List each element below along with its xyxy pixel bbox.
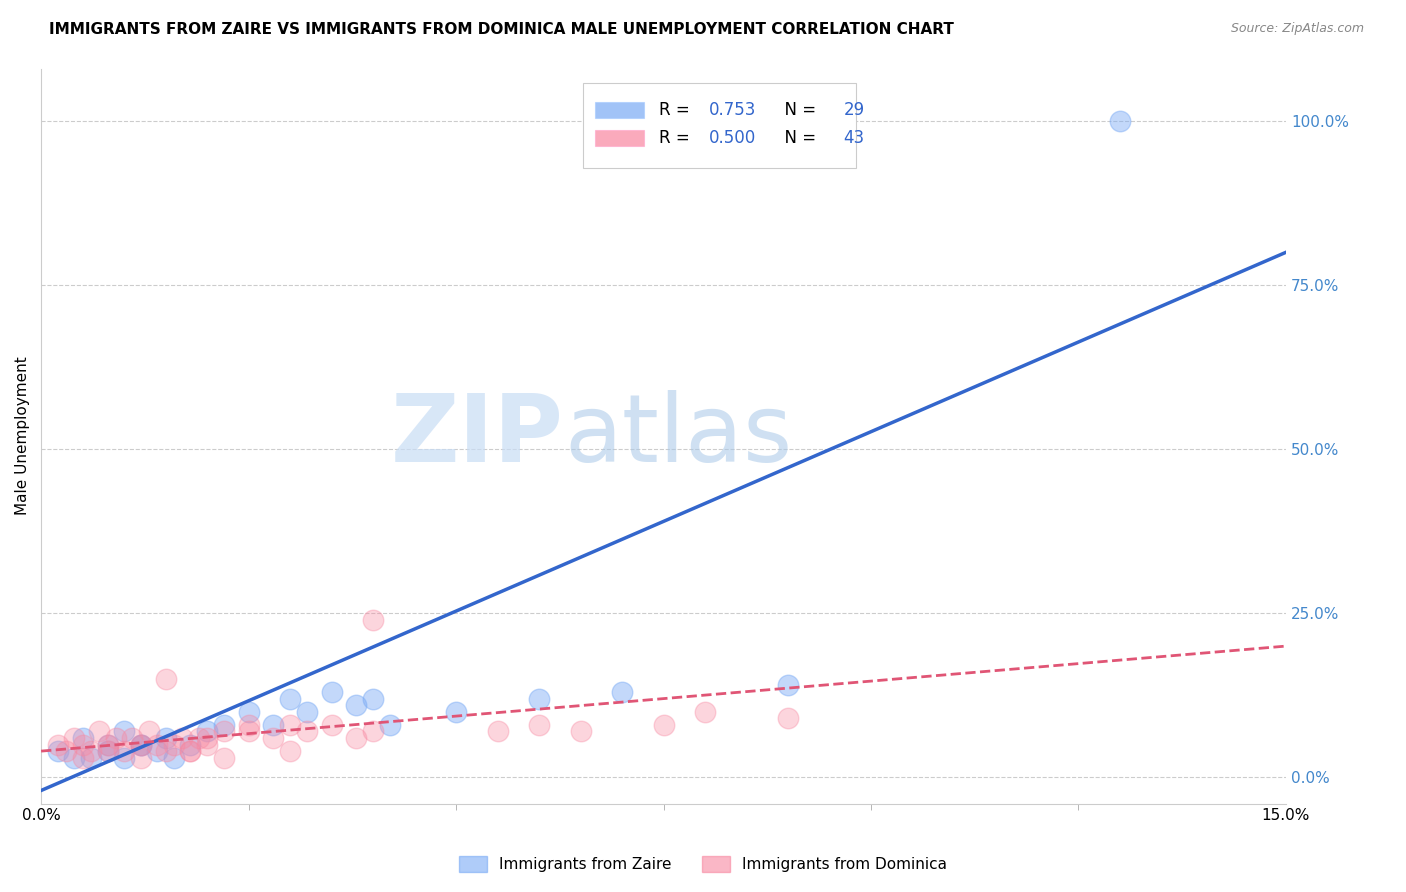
Point (212, 750, 235, 764)
Point (80, 744, 103, 758)
Point (610, 685, 633, 699)
Point (361, 691, 384, 706)
Point (238, 705, 260, 719)
Point (278, 744, 301, 758)
Point (46, 738, 69, 752)
Point (96, 744, 118, 758)
Point (346, 698, 368, 713)
Point (80, 750, 103, 764)
Point (776, 711, 799, 725)
Text: 0.753: 0.753 (709, 101, 756, 119)
Point (63, 750, 86, 764)
Point (121, 731, 143, 745)
Point (129, 738, 152, 752)
Point (179, 744, 201, 758)
Point (527, 718, 550, 732)
Point (278, 691, 301, 706)
Y-axis label: Male Unemployment: Male Unemployment (15, 357, 30, 516)
Point (346, 731, 368, 745)
Point (163, 738, 186, 752)
Text: R =: R = (659, 128, 696, 146)
Point (146, 738, 169, 752)
Point (129, 738, 152, 752)
Point (46, 744, 69, 758)
Point (155, 744, 177, 758)
Point (96, 738, 118, 752)
Point (776, 678, 799, 692)
Point (278, 718, 301, 732)
Point (172, 731, 194, 745)
Text: 0.500: 0.500 (709, 128, 756, 146)
Point (112, 750, 135, 764)
Point (238, 724, 260, 739)
Text: R =: R = (659, 101, 696, 119)
Point (361, 724, 384, 739)
Point (104, 731, 127, 745)
Point (527, 691, 550, 706)
Point (129, 738, 152, 752)
Point (138, 724, 160, 739)
Point (195, 724, 218, 739)
Bar (582, 83, 856, 168)
Point (112, 744, 135, 758)
Point (693, 705, 716, 719)
Point (72, 750, 94, 764)
Point (179, 738, 201, 752)
Text: atlas: atlas (564, 390, 792, 482)
Text: IMMIGRANTS FROM ZAIRE VS IMMIGRANTS FROM DOMINICA MALE UNEMPLOYMENT CORRELATION : IMMIGRANTS FROM ZAIRE VS IMMIGRANTS FROM… (49, 22, 955, 37)
Point (155, 731, 177, 745)
Point (295, 705, 318, 719)
Text: 43: 43 (844, 128, 865, 146)
Point (72, 738, 94, 752)
Point (146, 744, 169, 758)
Text: ZIP: ZIP (391, 390, 564, 482)
Point (112, 724, 135, 739)
Point (321, 685, 343, 699)
Point (361, 613, 384, 627)
Point (72, 731, 94, 745)
Bar (595, 102, 644, 118)
Point (89, 724, 111, 739)
Point (63, 731, 86, 745)
Point (195, 731, 218, 745)
Point (179, 744, 201, 758)
Text: 29: 29 (844, 101, 865, 119)
Point (163, 750, 186, 764)
Point (378, 718, 401, 732)
Point (155, 672, 177, 686)
Point (187, 731, 209, 745)
Point (212, 724, 235, 739)
Point (652, 718, 675, 732)
Point (96, 744, 118, 758)
Text: Source: ZipAtlas.com: Source: ZipAtlas.com (1230, 22, 1364, 36)
Point (321, 718, 343, 732)
Point (212, 718, 235, 732)
Point (263, 718, 285, 732)
Point (129, 750, 152, 764)
Bar (595, 129, 644, 145)
Point (55, 744, 77, 758)
Point (96, 738, 118, 752)
Point (238, 718, 260, 732)
Point (486, 724, 509, 739)
Point (195, 738, 218, 752)
Point (263, 731, 285, 745)
Point (295, 724, 318, 739)
Legend: Immigrants from Zaire, Immigrants from Dominica: Immigrants from Zaire, Immigrants from D… (451, 848, 955, 880)
Point (444, 705, 467, 719)
Point (1109, 114, 1132, 128)
Text: N =: N = (773, 101, 821, 119)
Point (569, 724, 592, 739)
Text: N =: N = (773, 128, 821, 146)
